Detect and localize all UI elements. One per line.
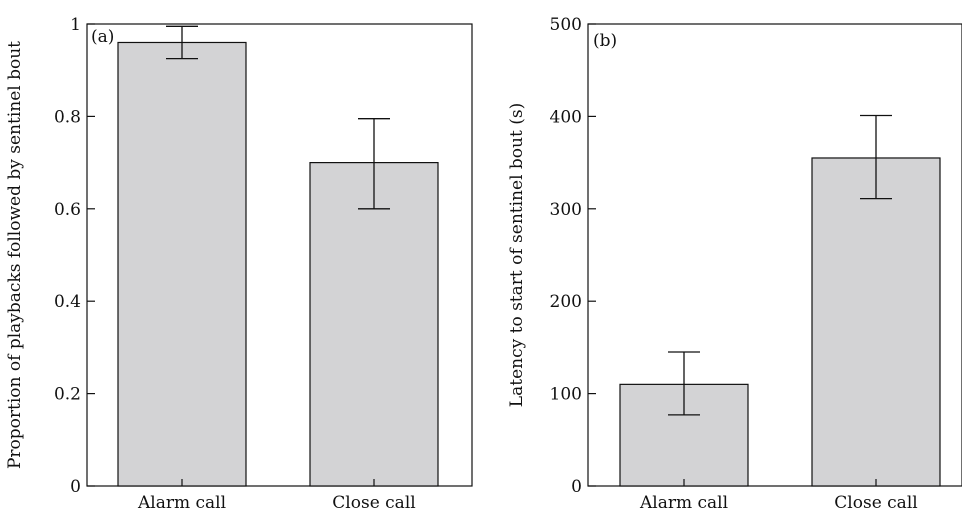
y-ticks-b: 0 100 200 300 400 500 bbox=[550, 15, 596, 497]
bars-a bbox=[117, 41, 439, 487]
bar-close-call bbox=[309, 162, 439, 487]
y-tick-label: 400 bbox=[550, 107, 582, 127]
plot-frame-a bbox=[86, 23, 473, 487]
x-ticks-a: Alarm call Close call bbox=[137, 479, 416, 513]
y-tick-label: 200 bbox=[550, 292, 582, 312]
bar-close-call bbox=[811, 157, 941, 487]
y-ticks-a: 0 0.2 0.4 0.6 0.8 1 bbox=[54, 15, 95, 497]
panel-label-a: (a) bbox=[91, 27, 114, 47]
y-tick-label: 0 bbox=[70, 477, 81, 497]
error-bars-b bbox=[668, 114, 892, 416]
panel-label-b: (b) bbox=[593, 31, 617, 51]
y-axis-label-b: Latency to start of sentinel bout (s) bbox=[507, 103, 527, 407]
x-tick-label: Alarm call bbox=[639, 493, 728, 513]
x-tick-label: Close call bbox=[834, 493, 917, 513]
x-tick-label: Close call bbox=[332, 493, 415, 513]
error-bars-a bbox=[166, 25, 390, 210]
x-ticks-b: Alarm call Close call bbox=[639, 479, 918, 513]
y-tick-label: 1 bbox=[70, 15, 81, 35]
y-tick-label: 0.2 bbox=[54, 385, 81, 405]
y-tick-label: 0 bbox=[571, 477, 582, 497]
y-tick-label: 100 bbox=[550, 385, 582, 405]
y-tick-label: 0.6 bbox=[54, 200, 81, 220]
bars-b bbox=[619, 157, 941, 487]
y-tick-label: 0.4 bbox=[54, 292, 81, 312]
y-tick-label: 300 bbox=[550, 200, 582, 220]
plot-frame-b bbox=[587, 23, 962, 487]
x-tick-label: Alarm call bbox=[137, 493, 226, 513]
y-tick-label: 500 bbox=[550, 15, 582, 35]
bar-alarm-call bbox=[117, 41, 247, 487]
y-tick-label: 0.8 bbox=[54, 107, 81, 127]
panel-b: (b) Latency to start of sentinel bout (s… bbox=[507, 15, 962, 513]
panel-a: (a) Proportion of playbacks followed by … bbox=[5, 15, 473, 513]
y-axis-label-a: Proportion of playbacks followed by sent… bbox=[5, 41, 25, 469]
